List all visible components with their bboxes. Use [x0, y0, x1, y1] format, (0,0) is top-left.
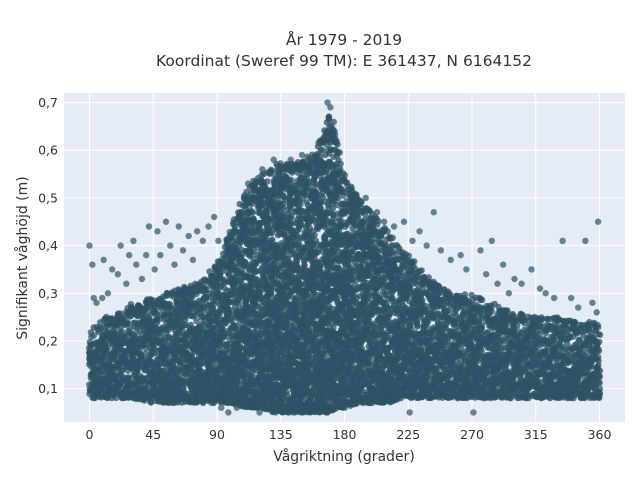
data-point: [150, 345, 158, 352]
data-point: [287, 176, 295, 183]
data-point: [104, 344, 112, 351]
data-point: [311, 231, 318, 239]
data-point: [100, 358, 107, 365]
data-point: [162, 353, 169, 360]
data-points: [85, 99, 604, 416]
data-point: [250, 215, 257, 223]
data-point: [126, 325, 134, 332]
data-point: [264, 178, 271, 185]
data-point: [90, 332, 98, 339]
data-point: [142, 350, 149, 358]
data-point: [249, 209, 256, 216]
data-point: [117, 310, 125, 317]
data-point: [283, 388, 290, 396]
data-point: [233, 322, 241, 330]
